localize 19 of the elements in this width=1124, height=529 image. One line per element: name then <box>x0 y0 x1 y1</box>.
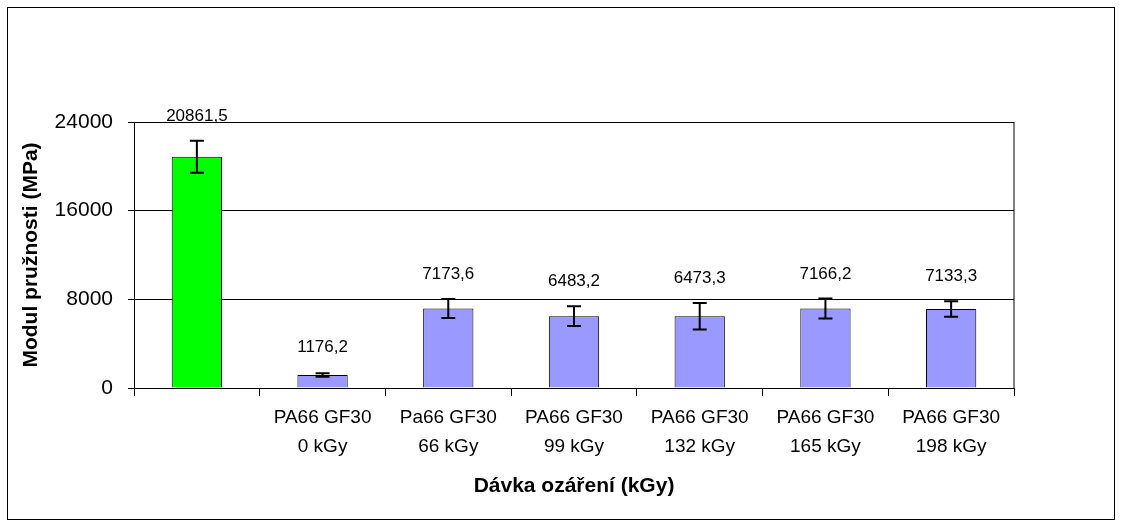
y-tick-label: 0 <box>101 374 113 398</box>
y-axis-title: Modul pružnosti (MPa) <box>18 142 42 368</box>
y-tick-label: 16000 <box>54 197 113 221</box>
x-tick-label: PA66 GF30 99 kGy <box>525 406 623 456</box>
y-tick-label: 8000 <box>66 286 113 310</box>
x-tick-label: Pa66 GF30 66 kGy <box>399 406 497 456</box>
data-label: 1176,2 <box>297 336 348 356</box>
x-axis-title: Dávka ozáření (kGy) <box>473 473 675 497</box>
data-label: 7166,2 <box>799 263 852 283</box>
data-label: 7133,3 <box>925 266 978 286</box>
data-label: 6473,3 <box>673 267 726 287</box>
x-tick-label: PA66 GF30 165 kGy <box>776 406 875 456</box>
x-tick-label: PA66 GF30 0 kGy <box>273 406 372 456</box>
x-tick-label: PA66 GF30 198 kGy <box>902 406 1001 456</box>
data-label: 7173,6 <box>422 264 475 284</box>
data-label: 6483,2 <box>548 271 600 291</box>
data-label: 20861,5 <box>166 105 228 125</box>
y-tick-label: 24000 <box>54 108 113 132</box>
x-tick-label: PA66 GF30 132 kGy <box>650 406 749 456</box>
